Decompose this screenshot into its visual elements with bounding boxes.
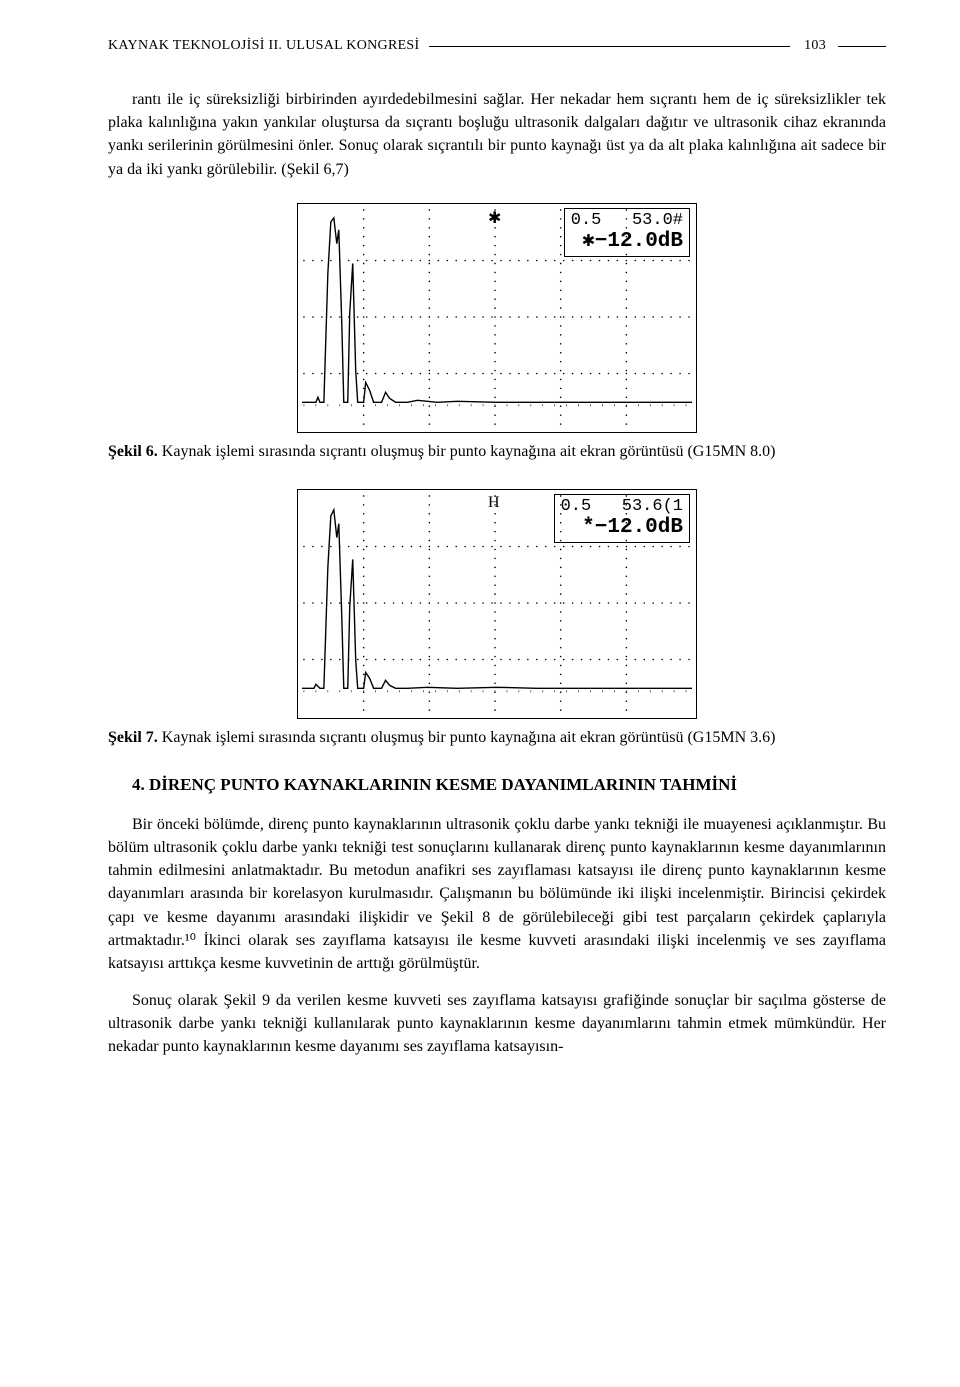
figure-6-caption: Şekil 6. Kaynak işlemi sırasında sıçrant… (108, 443, 886, 461)
figure-7-caption-label: Şekil 7. (108, 729, 158, 746)
figure-7-caption: Şekil 7. Kaynak işlemi sırasında sıçrant… (108, 729, 886, 747)
figure-6-caption-text: Kaynak işlemi sırasında sıçrantı oluşmuş… (162, 443, 776, 460)
figure-6-caption-label: Şekil 6. (108, 443, 158, 460)
figure-7: H 0.5 53.6(1 *−12.0dB (108, 489, 886, 719)
figure-6-scope: ✱ 0.5 53.0# ✱−12.0dB (297, 203, 697, 433)
figure-7-scope: H 0.5 53.6(1 *−12.0dB (297, 489, 697, 719)
paragraph-2: Bir önceki bölümde, direnç punto kaynakl… (108, 813, 886, 975)
page-header: KAYNAK TEKNOLOJİSİ II. ULUSAL KONGRESİ 1… (108, 38, 886, 54)
figure-6-svg (298, 204, 696, 432)
figure-7-svg (298, 490, 696, 718)
page-number: 103 (798, 38, 832, 54)
paragraph-3: Sonuç olarak Şekil 9 da verilen kesme ku… (108, 989, 886, 1059)
header-title: KAYNAK TEKNOLOJİSİ II. ULUSAL KONGRESİ (108, 38, 419, 54)
header-rule-right (838, 46, 886, 47)
figure-6: ✱ 0.5 53.0# ✱−12.0dB (108, 203, 886, 433)
header-rule (429, 46, 790, 47)
figure-7-caption-text: Kaynak işlemi sırasında sıçrantı oluşmuş… (162, 729, 776, 746)
section-4-heading: 4. DİRENÇ PUNTO KAYNAKLARININ KESME DAYA… (108, 775, 886, 795)
paragraph-1: rantı ile iç süreksizliği birbirinden ay… (108, 88, 886, 181)
